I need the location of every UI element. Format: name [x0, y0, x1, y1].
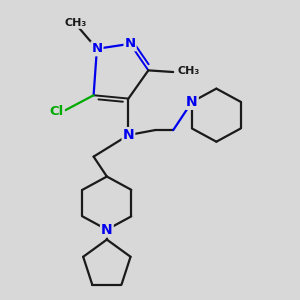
Text: Cl: Cl: [50, 105, 64, 118]
Text: CH₃: CH₃: [64, 18, 86, 28]
Text: N: N: [124, 37, 136, 50]
Text: N: N: [123, 128, 134, 142]
Text: CH₃: CH₃: [177, 66, 200, 76]
Text: N: N: [101, 223, 113, 237]
Text: N: N: [186, 95, 198, 109]
Text: N: N: [92, 42, 103, 55]
